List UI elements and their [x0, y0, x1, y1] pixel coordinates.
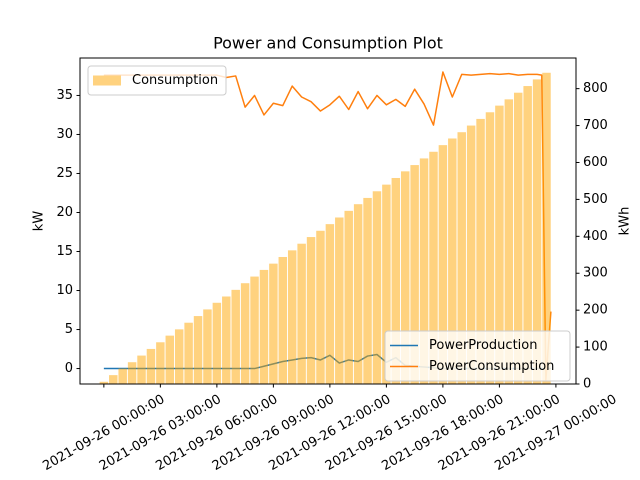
bar [523, 86, 532, 384]
bar [193, 316, 203, 384]
bar [316, 230, 325, 384]
bar [118, 368, 127, 384]
y2-tick-label: 600 [583, 155, 608, 170]
bar [542, 72, 551, 385]
bar [269, 263, 278, 384]
bar [184, 322, 193, 384]
bar [429, 151, 438, 384]
bar [476, 118, 485, 384]
bar [372, 191, 382, 384]
bar [419, 158, 429, 384]
bar [382, 184, 391, 384]
bar [137, 355, 146, 384]
y2-tick-label: 200 [583, 303, 608, 318]
bar [174, 329, 184, 384]
y2-tick-label: 400 [583, 229, 608, 244]
bar [410, 165, 419, 384]
y-axis-label: kW [32, 211, 47, 232]
legend-label: PowerConsumption [429, 359, 554, 374]
bar [165, 335, 175, 384]
bar [278, 256, 288, 384]
y-tick-label: 5 [65, 322, 73, 337]
bar [127, 362, 137, 384]
bar [438, 145, 448, 384]
legend-box [384, 330, 571, 382]
y2-tick-label: 700 [583, 118, 608, 133]
axes-frame [79, 57, 577, 385]
bar [156, 342, 165, 384]
legend-swatch [93, 75, 121, 86]
y-tick-label: 20 [56, 205, 73, 220]
chart-title: Power and Consumption Plot [213, 34, 443, 53]
y-tick-label: 30 [56, 127, 73, 142]
bar [99, 381, 109, 384]
bar [391, 177, 401, 384]
bar [457, 132, 466, 384]
bar [259, 269, 269, 384]
bar [240, 283, 250, 384]
y-tick-label: 0 [65, 361, 73, 376]
bar [363, 197, 372, 384]
bar [335, 217, 344, 384]
bar [353, 204, 363, 384]
bar [222, 296, 231, 384]
y-tick-label: 10 [56, 283, 73, 298]
bar [495, 105, 504, 384]
y-tick-label: 35 [56, 88, 73, 103]
bar [287, 250, 297, 384]
bar [485, 112, 495, 385]
y2-tick-label: 100 [583, 340, 608, 355]
bar [109, 375, 118, 384]
bar [466, 125, 476, 384]
bar [203, 309, 212, 384]
bar [146, 348, 156, 384]
bar [504, 99, 514, 384]
bar [532, 79, 542, 384]
y2-tick-label: 800 [583, 81, 608, 96]
bar [250, 276, 259, 384]
legend-box [87, 65, 227, 96]
bar [448, 138, 457, 384]
bar [344, 210, 353, 384]
bar [306, 237, 316, 384]
y2-tick-label: 0 [583, 377, 591, 392]
bar [400, 171, 410, 384]
y2-axis-label: kWh [618, 207, 633, 236]
bar [514, 92, 523, 385]
y-tick-label: 15 [56, 244, 73, 259]
legend-label: Consumption [132, 73, 218, 88]
y2-tick-label: 300 [583, 266, 608, 281]
y2-tick-label: 500 [583, 192, 608, 207]
y-tick-label: 25 [56, 166, 73, 181]
bar [325, 224, 335, 384]
legend-label: PowerProduction [429, 338, 537, 353]
bar [212, 302, 222, 384]
bar [231, 289, 240, 384]
bar [297, 243, 306, 384]
